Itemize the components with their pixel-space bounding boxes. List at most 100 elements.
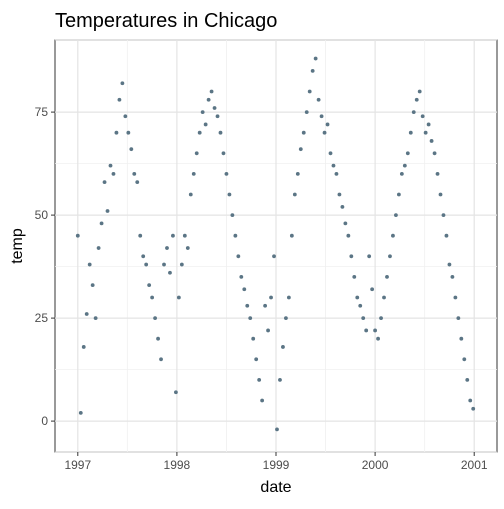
data-point <box>316 97 321 102</box>
data-point <box>144 262 149 267</box>
data-point <box>349 254 354 259</box>
data-point <box>239 275 244 279</box>
data-point <box>81 345 86 349</box>
y-tick-label: 25 <box>35 311 49 325</box>
data-point <box>453 295 458 300</box>
data-point <box>444 233 449 238</box>
data-point <box>358 303 363 308</box>
data-point <box>224 172 229 176</box>
x-tick-label: 2000 <box>362 458 389 472</box>
data-point <box>174 390 178 395</box>
data-point <box>105 209 110 213</box>
data-point <box>188 192 193 197</box>
data-point <box>438 192 443 197</box>
data-point <box>337 192 342 197</box>
data-point <box>465 378 470 382</box>
data-point <box>117 97 122 102</box>
data-point <box>286 295 291 300</box>
data-point <box>212 106 217 110</box>
data-point <box>162 262 166 267</box>
data-point <box>90 283 95 288</box>
data-point <box>396 192 401 197</box>
data-point <box>84 312 89 316</box>
data-point <box>221 151 226 156</box>
data-point <box>370 287 375 292</box>
data-point <box>313 56 318 61</box>
data-point <box>429 139 434 143</box>
data-point <box>141 254 146 259</box>
data-point <box>153 316 157 320</box>
data-point <box>132 172 137 176</box>
data-point <box>340 204 345 209</box>
data-point <box>165 246 169 250</box>
data-point <box>150 295 155 300</box>
x-tick-label: 1998 <box>164 458 191 472</box>
data-point <box>179 262 184 267</box>
data-point <box>355 295 360 300</box>
data-point <box>423 130 428 135</box>
data-point <box>432 151 437 156</box>
data-point <box>114 130 119 135</box>
data-point <box>471 406 476 411</box>
data-point <box>111 172 116 176</box>
data-point <box>138 233 143 238</box>
data-point <box>385 275 389 279</box>
x-axis-label: date <box>260 479 291 496</box>
data-point <box>263 303 267 308</box>
data-point <box>275 427 279 432</box>
data-point <box>456 316 461 320</box>
data-point <box>441 213 446 218</box>
data-point <box>379 316 383 320</box>
data-point <box>376 336 380 341</box>
data-point <box>310 69 315 73</box>
data-point <box>123 114 128 119</box>
data-point <box>215 114 220 119</box>
data-point <box>206 97 211 102</box>
data-point <box>328 151 333 156</box>
data-point <box>382 295 386 300</box>
x-tick-label: 2001 <box>461 458 488 472</box>
data-point <box>135 180 140 185</box>
data-point <box>120 81 125 86</box>
data-point <box>218 130 223 135</box>
chart-title: Temperatures in Chicago <box>55 10 277 32</box>
data-point <box>251 336 256 341</box>
data-point <box>102 180 107 185</box>
data-point <box>450 275 455 279</box>
data-point <box>108 163 113 168</box>
data-point <box>281 345 285 349</box>
data-point <box>236 254 241 259</box>
data-point <box>245 303 250 308</box>
data-point <box>242 287 247 292</box>
data-point <box>468 398 473 403</box>
x-tick-label: 1997 <box>64 458 91 472</box>
data-point <box>171 233 175 238</box>
grid-lines <box>55 39 497 453</box>
data-point <box>159 357 163 362</box>
data-point <box>373 328 377 333</box>
axes: 1997 1998 1999 2000 2001 0 25 50 75 <box>35 105 488 472</box>
data-point <box>298 147 303 152</box>
data-point <box>209 89 214 94</box>
data-point <box>331 163 336 168</box>
data-point <box>176 295 181 300</box>
y-tick-label: 50 <box>35 208 49 222</box>
data-point <box>301 130 306 135</box>
data-point <box>322 130 327 135</box>
data-point <box>156 336 160 341</box>
data-point <box>182 233 187 238</box>
data-point <box>248 316 253 320</box>
data-point <box>194 151 199 156</box>
data-point <box>417 89 422 94</box>
data-point <box>269 295 273 300</box>
data-point <box>325 122 330 127</box>
data-point <box>447 262 452 267</box>
data-point <box>307 89 312 94</box>
data-point <box>343 221 348 226</box>
data-point <box>126 130 131 135</box>
data-point <box>462 357 467 362</box>
data-point <box>278 378 282 382</box>
data-point <box>435 172 440 176</box>
data-point <box>78 410 83 415</box>
